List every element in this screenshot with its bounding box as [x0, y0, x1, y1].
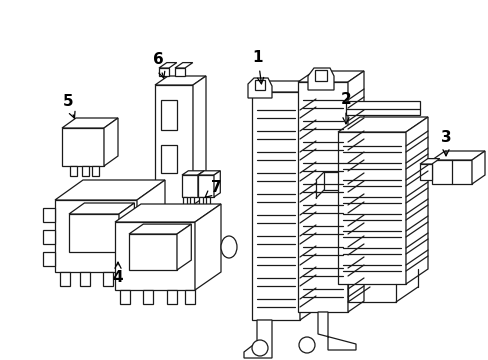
Polygon shape [182, 171, 204, 175]
Ellipse shape [221, 236, 237, 258]
Polygon shape [137, 180, 164, 272]
Polygon shape [244, 320, 271, 358]
Bar [142, 290, 153, 304]
Polygon shape [129, 224, 191, 234]
Polygon shape [195, 204, 221, 290]
Bar [297, 82, 347, 312]
Polygon shape [62, 118, 118, 128]
Polygon shape [347, 71, 363, 312]
Bar [160, 205, 171, 223]
Text: 4: 4 [112, 262, 123, 285]
Text: 1: 1 [252, 50, 263, 84]
Polygon shape [337, 117, 427, 132]
Bar [251, 92, 299, 320]
Bar [183, 197, 186, 207]
Bar [167, 290, 177, 304]
Bar [129, 234, 177, 270]
Polygon shape [299, 81, 315, 320]
Polygon shape [346, 101, 419, 115]
Polygon shape [307, 68, 333, 90]
Bar [69, 214, 119, 252]
Bar [184, 290, 195, 304]
Polygon shape [104, 118, 118, 166]
Polygon shape [405, 117, 427, 284]
Bar [419, 164, 431, 180]
Polygon shape [115, 204, 221, 222]
Bar [82, 166, 89, 176]
Bar [155, 85, 193, 205]
Bar [70, 166, 77, 176]
Polygon shape [193, 76, 205, 205]
Bar [337, 132, 405, 284]
Text: 3: 3 [440, 130, 450, 156]
Bar [254, 80, 264, 90]
Bar [60, 272, 70, 286]
Polygon shape [175, 63, 192, 68]
Polygon shape [198, 171, 204, 197]
Bar [205, 197, 209, 207]
Bar [115, 222, 195, 290]
Polygon shape [119, 203, 134, 252]
Bar [120, 290, 130, 304]
Bar [159, 68, 169, 76]
Text: 7: 7 [204, 180, 221, 197]
Bar [314, 70, 326, 81]
Bar [431, 160, 471, 184]
Bar [161, 145, 177, 173]
Polygon shape [251, 81, 315, 92]
Polygon shape [419, 159, 439, 164]
Polygon shape [69, 203, 134, 214]
Polygon shape [317, 312, 355, 350]
Bar [103, 272, 113, 286]
Text: 6: 6 [152, 53, 164, 78]
Bar [43, 208, 55, 222]
Bar [55, 200, 137, 272]
Polygon shape [155, 76, 205, 85]
Bar [123, 272, 133, 286]
Polygon shape [214, 171, 220, 197]
Bar [175, 68, 184, 76]
Bar [161, 100, 177, 130]
Polygon shape [247, 78, 271, 98]
Circle shape [251, 340, 267, 356]
Text: 5: 5 [62, 94, 75, 118]
Circle shape [298, 337, 314, 353]
Bar [198, 175, 214, 197]
Bar [190, 197, 194, 207]
Polygon shape [177, 224, 191, 270]
Bar [43, 230, 55, 244]
Bar [92, 166, 99, 176]
Polygon shape [198, 171, 220, 175]
Text: 2: 2 [340, 93, 351, 124]
Bar [80, 272, 90, 286]
Bar [182, 175, 198, 197]
Polygon shape [159, 63, 177, 68]
Polygon shape [471, 151, 484, 184]
Bar [177, 205, 187, 223]
Polygon shape [431, 151, 484, 160]
Bar [43, 252, 55, 266]
Polygon shape [297, 71, 363, 82]
Bar [62, 128, 104, 166]
Bar [199, 197, 203, 207]
Polygon shape [55, 180, 164, 200]
